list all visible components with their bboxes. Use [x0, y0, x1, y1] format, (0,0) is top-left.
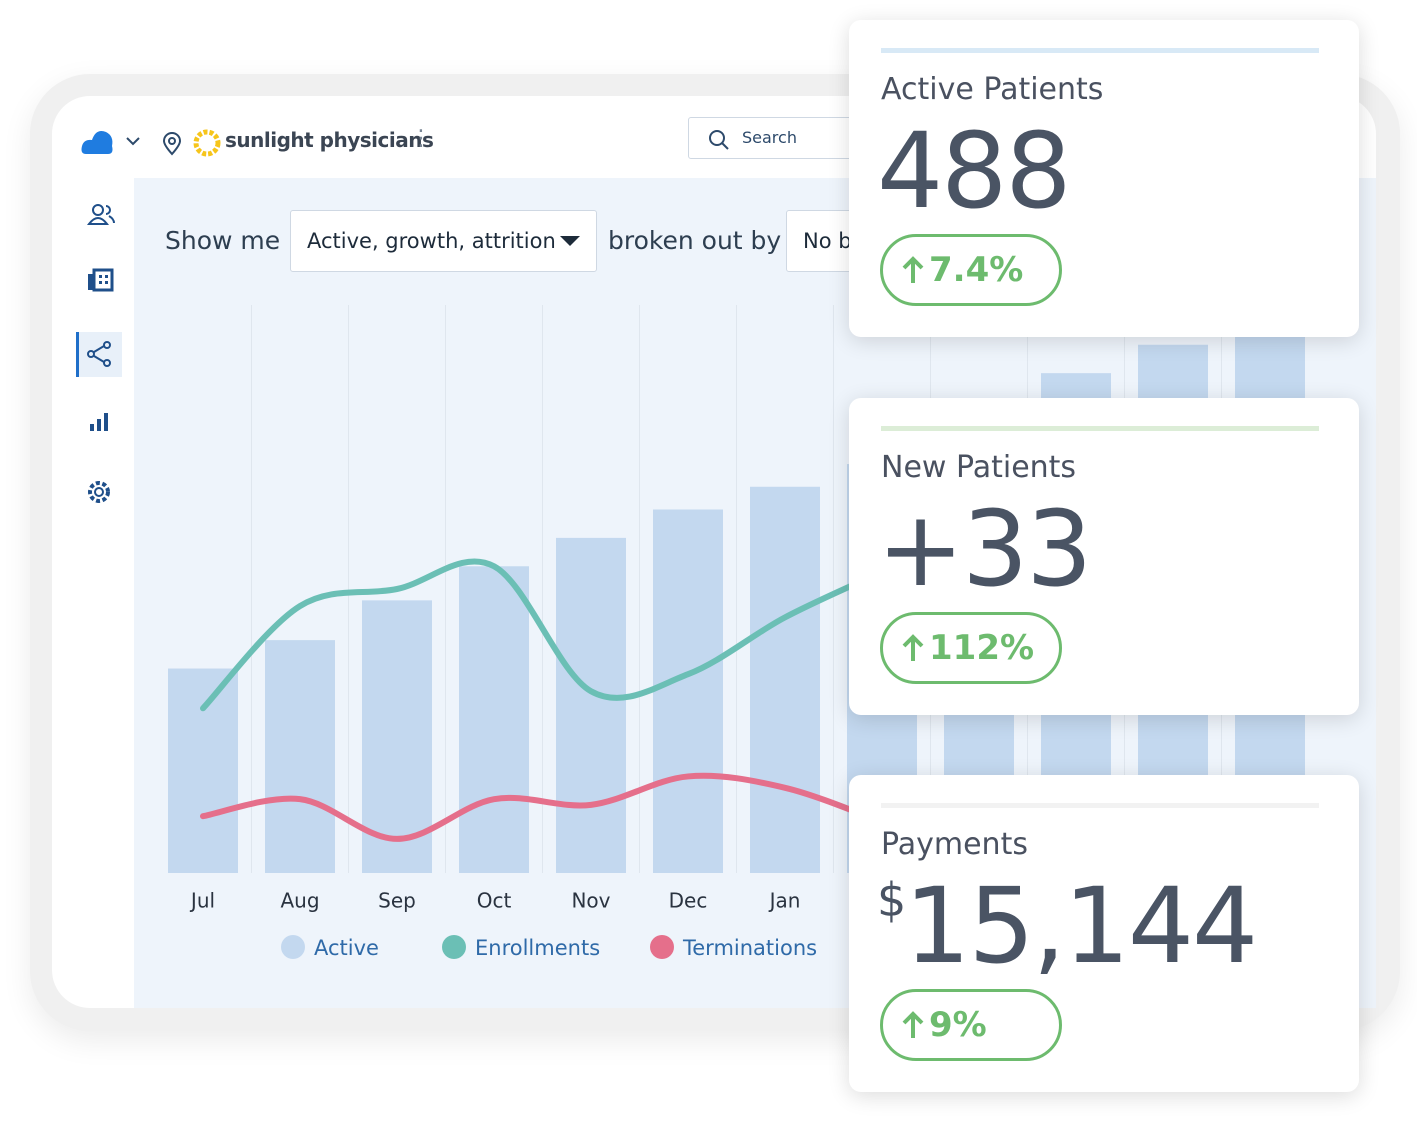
kpi-card: Payments $15,144 9%	[849, 775, 1359, 1092]
legend-label: Enrollments	[475, 936, 600, 960]
dropdown-arrow	[560, 236, 580, 246]
building-icon[interactable]	[88, 268, 114, 292]
bar	[653, 509, 723, 873]
settings-icon[interactable]	[88, 481, 110, 503]
line	[200, 772, 885, 842]
bar	[362, 600, 432, 873]
x-tick-label: Aug	[280, 889, 319, 913]
x-tick-label: Jan	[768, 889, 801, 913]
change-badge: 112%	[880, 612, 1062, 684]
legend-swatch	[442, 935, 466, 959]
card-accent	[881, 426, 1319, 431]
value-number: 488	[877, 110, 1072, 232]
legend-swatch	[281, 935, 305, 959]
change-badge: 9%	[880, 989, 1062, 1061]
change-value: 9%	[929, 1005, 987, 1045]
bar	[459, 566, 529, 873]
currency-symbol: $	[877, 873, 906, 927]
card-title: Active Patients	[881, 72, 1104, 107]
card-value: 488	[877, 110, 1072, 232]
x-tick-label: Oct	[477, 889, 512, 913]
bar	[750, 486, 820, 873]
value-number: 15,144	[904, 865, 1258, 987]
patients-icon[interactable]	[86, 204, 115, 225]
x-tick-label: Nov	[571, 889, 610, 913]
location-icon[interactable]	[162, 132, 184, 156]
broken-out-label: broken out by	[608, 226, 782, 255]
metric-value: Active, growth, attrition	[307, 229, 556, 253]
up-arrow	[902, 256, 924, 283]
search-box[interactable]: Search	[688, 117, 888, 159]
change-value: 112%	[929, 628, 1035, 668]
legend-label: Terminations	[682, 936, 817, 960]
kpi-card: New Patients +33 112%	[849, 398, 1359, 715]
brand-name: sunlight physicians	[225, 128, 434, 152]
legend-swatch	[650, 935, 674, 959]
x-tick-label: Jul	[189, 889, 215, 913]
up-arrow	[902, 1011, 924, 1038]
kpi-card: Active Patients 488 7.4%	[849, 20, 1359, 337]
brand-logo	[193, 129, 221, 157]
sidebar	[76, 204, 122, 503]
search-placeholder: Search	[742, 128, 797, 147]
change-value: 7.4%	[929, 250, 1024, 290]
value-number: +33	[877, 488, 1092, 610]
card-title: New Patients	[881, 450, 1077, 485]
card-title: Payments	[881, 827, 1028, 862]
more-menu[interactable]: ⋮	[410, 126, 432, 151]
up-arrow	[902, 634, 924, 661]
bar	[265, 640, 335, 873]
show-me-label: Show me	[165, 226, 281, 255]
logo-menu[interactable]	[80, 124, 150, 160]
active-nav-indicator	[76, 332, 79, 377]
legend-label: Active	[314, 936, 379, 960]
x-tick-label: Dec	[669, 889, 708, 913]
search-icon	[709, 130, 729, 150]
card-accent	[881, 803, 1319, 808]
card-value: $15,144	[877, 865, 1258, 987]
metric-dropdown[interactable]: Active, growth, attrition	[290, 210, 597, 272]
x-tick-label: Sep	[378, 889, 416, 913]
line	[200, 558, 885, 712]
reports-icon[interactable]	[90, 413, 108, 431]
active-nav-bg	[78, 332, 122, 377]
card-accent	[881, 48, 1319, 53]
card-value: +33	[877, 488, 1092, 610]
bar	[168, 668, 238, 873]
share-icon[interactable]	[87, 341, 111, 367]
breakdown-value: No b	[803, 229, 852, 253]
change-badge: 7.4%	[880, 234, 1062, 306]
bar	[556, 537, 626, 873]
